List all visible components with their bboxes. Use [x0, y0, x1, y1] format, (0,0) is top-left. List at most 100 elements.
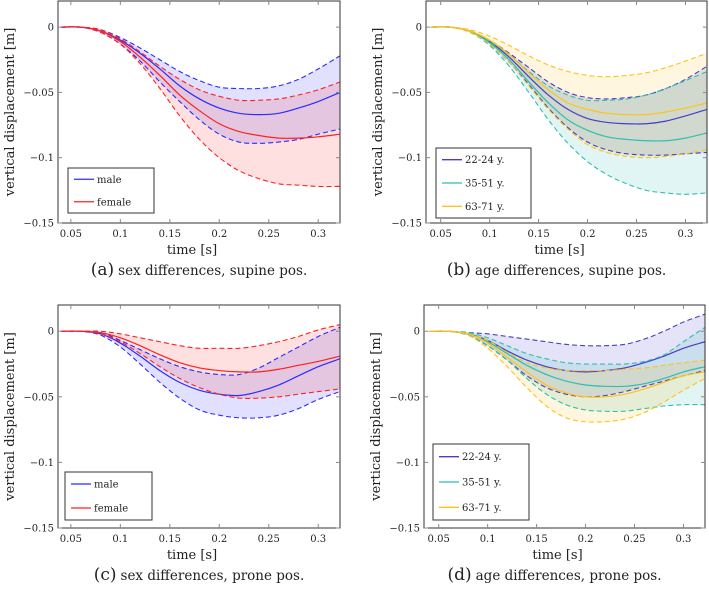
axes-frame — [425, 0, 708, 224]
caption-text: age differences, prone pos. — [476, 568, 662, 584]
confidence-band-1 — [60, 324, 340, 399]
x-axis-label: time [s] — [167, 243, 217, 258]
upper-bound-line-1 — [60, 324, 340, 350]
y-tick-label: 0 — [48, 327, 54, 338]
lower-bound-line-1 — [428, 330, 705, 413]
confidence-band-1 — [60, 26, 340, 187]
legend: 22-24 y. 35-51 y. 63-71 y. — [432, 443, 530, 521]
subplot-c: 0.05 0.1 0.15 0.2 0.25 0.3 0 −0.05 −0.1 −0.15 time… — [3, 304, 341, 585]
confidence-band-0 — [430, 26, 707, 156]
caption-text: sex differences, prone pos. — [121, 568, 305, 584]
upper-bound-line-1 — [430, 26, 707, 102]
x-tick-label: 0.25 — [258, 229, 280, 240]
upper-bound-line-1 — [428, 326, 705, 365]
confidence-band-2 — [428, 330, 705, 423]
axes-frame — [57, 0, 341, 224]
caption-label: (c) — [94, 565, 117, 585]
axes-frame — [57, 304, 341, 529]
x-tick-label: 0.3 — [676, 534, 692, 545]
x-tick-label: 0.2 — [578, 534, 594, 545]
upper-bound-line-2 — [430, 26, 707, 78]
x-tick-label: 0.1 — [480, 534, 496, 545]
x-axis-label: time [s] — [167, 548, 217, 563]
lower-bound-line-2 — [428, 330, 705, 423]
x-tick-label: 0.1 — [112, 229, 128, 240]
lower-bound-line-0 — [430, 26, 707, 156]
legend-label: female — [97, 197, 131, 208]
y-tick-label: 0 — [48, 23, 54, 34]
plot-area — [428, 313, 705, 423]
subplot-caption: (d) age differences, prone pos. — [447, 565, 661, 585]
y-tick-label: −0.05 — [23, 392, 54, 403]
x-tick-label: 0.15 — [159, 534, 181, 545]
legend: male female — [64, 471, 153, 521]
x-tick-label: 0.1 — [482, 229, 498, 240]
x-tick-label: 0.05 — [60, 534, 82, 545]
subplot-caption: (c) sex differences, prone pos. — [94, 565, 305, 585]
lower-bound-line-0 — [428, 330, 705, 398]
lower-bound-line-1 — [60, 330, 340, 400]
y-tick-label: −0.1 — [30, 153, 54, 164]
y-tick-label: −0.15 — [23, 219, 54, 230]
mean-line-1 — [60, 26, 340, 139]
y-tick-label: −0.05 — [391, 88, 422, 99]
upper-bound-line-0 — [60, 26, 340, 90]
y-tick-label: −0.15 — [23, 524, 54, 535]
x-tick-label: 0.25 — [258, 534, 280, 545]
x-tick-label: 0.15 — [525, 534, 547, 545]
y-tick-label: −0.05 — [389, 392, 420, 403]
mean-line-1 — [60, 330, 340, 373]
x-tick-label: 0.05 — [60, 229, 82, 240]
mean-line-2 — [430, 26, 707, 116]
upper-bound-line-1 — [60, 26, 340, 102]
caption-text: sex differences, supine pos. — [118, 263, 307, 279]
x-tick-label: 0.2 — [211, 534, 227, 545]
subplot-caption: (b) age differences, supine pos. — [447, 260, 666, 280]
y-tick-label: −0.1 — [398, 153, 422, 164]
legend-label: 22-24 y. — [462, 452, 502, 463]
x-tick-label: 0.3 — [310, 534, 326, 545]
y-axis-label: vertical displacement [m] — [371, 28, 386, 198]
legend-label: 63-71 y. — [462, 503, 502, 514]
y-axis-label: vertical displacement [m] — [3, 28, 18, 198]
caption-label: (a) — [91, 260, 114, 280]
lower-bound-line-0 — [60, 26, 340, 144]
y-axis-label: vertical displacement [m] — [3, 332, 18, 502]
y-axis-label: vertical displacement [m] — [369, 332, 384, 502]
x-tick-label: 0.25 — [625, 229, 647, 240]
x-tick-label: 0.25 — [623, 534, 645, 545]
axes-frame — [423, 304, 706, 529]
x-tick-label: 0.1 — [112, 534, 128, 545]
confidence-band-0 — [428, 314, 705, 397]
caption-label: (d) — [447, 565, 471, 585]
x-tick-label: 0.3 — [310, 229, 326, 240]
x-tick-label: 0.2 — [580, 229, 596, 240]
legend: male female — [67, 167, 155, 214]
x-tick-label: 0.05 — [430, 229, 452, 240]
x-axis-label: time [s] — [532, 548, 582, 563]
subplot-d: 0.05 0.1 0.15 0.2 0.25 0.3 0 −0.05 −0.1 −0.15 time… — [369, 304, 706, 585]
mean-line-2 — [428, 330, 705, 398]
caption-label: (b) — [447, 260, 471, 280]
y-tick-label: −0.1 — [396, 458, 420, 469]
x-axis-label: time [s] — [534, 243, 584, 258]
legend-label: 35-51 y. — [462, 478, 502, 489]
y-tick-label: −0.15 — [389, 524, 420, 535]
y-tick-label: −0.05 — [23, 88, 54, 99]
subplot-a: 0.05 0.1 0.15 0.2 0.25 0.3 0 −0.05 −0.1 −0.15 time… — [3, 0, 341, 280]
legend-box — [64, 471, 153, 521]
x-tick-label: 0.15 — [159, 229, 181, 240]
legend-label: 35-51 y. — [465, 179, 505, 190]
lower-bound-line-2 — [430, 26, 707, 159]
upper-bound-line-2 — [428, 330, 705, 372]
subplot-b: 0.05 0.1 0.15 0.2 0.25 0.3 0 −0.05 −0.1 −0.15 time… — [371, 0, 708, 280]
legend-label: male — [97, 175, 122, 186]
subplot-caption: (a) sex differences, supine pos. — [91, 260, 308, 280]
legend-box — [67, 167, 155, 214]
x-tick-label: 0.3 — [678, 229, 694, 240]
y-tick-label: −0.15 — [391, 219, 422, 230]
upper-bound-line-0 — [60, 326, 340, 376]
legend: 22-24 y. 35-51 y. 63-71 y. — [435, 147, 532, 219]
plot-area — [60, 324, 340, 419]
lower-bound-line-0 — [60, 330, 340, 419]
